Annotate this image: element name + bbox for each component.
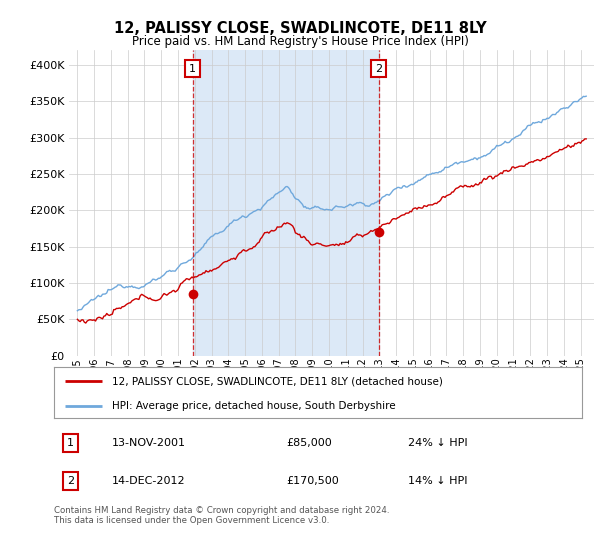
Text: HPI: Average price, detached house, South Derbyshire: HPI: Average price, detached house, Sout… — [112, 401, 396, 411]
Text: £85,000: £85,000 — [286, 438, 332, 448]
Text: Price paid vs. HM Land Registry's House Price Index (HPI): Price paid vs. HM Land Registry's House … — [131, 35, 469, 48]
Text: 13-NOV-2001: 13-NOV-2001 — [112, 438, 186, 448]
Text: 1: 1 — [67, 438, 74, 448]
Text: 1: 1 — [189, 64, 196, 73]
Bar — [193, 50, 379, 356]
Text: 12, PALISSY CLOSE, SWADLINCOTE, DE11 8LY (detached house): 12, PALISSY CLOSE, SWADLINCOTE, DE11 8LY… — [112, 376, 443, 386]
Text: 2: 2 — [67, 476, 74, 486]
Text: 2: 2 — [375, 64, 382, 73]
Text: 24% ↓ HPI: 24% ↓ HPI — [408, 438, 467, 448]
Text: 14-DEC-2012: 14-DEC-2012 — [112, 476, 186, 486]
Text: 12, PALISSY CLOSE, SWADLINCOTE, DE11 8LY: 12, PALISSY CLOSE, SWADLINCOTE, DE11 8LY — [113, 21, 487, 36]
Text: Contains HM Land Registry data © Crown copyright and database right 2024.
This d: Contains HM Land Registry data © Crown c… — [54, 506, 389, 525]
Text: £170,500: £170,500 — [286, 476, 339, 486]
Text: 14% ↓ HPI: 14% ↓ HPI — [408, 476, 467, 486]
